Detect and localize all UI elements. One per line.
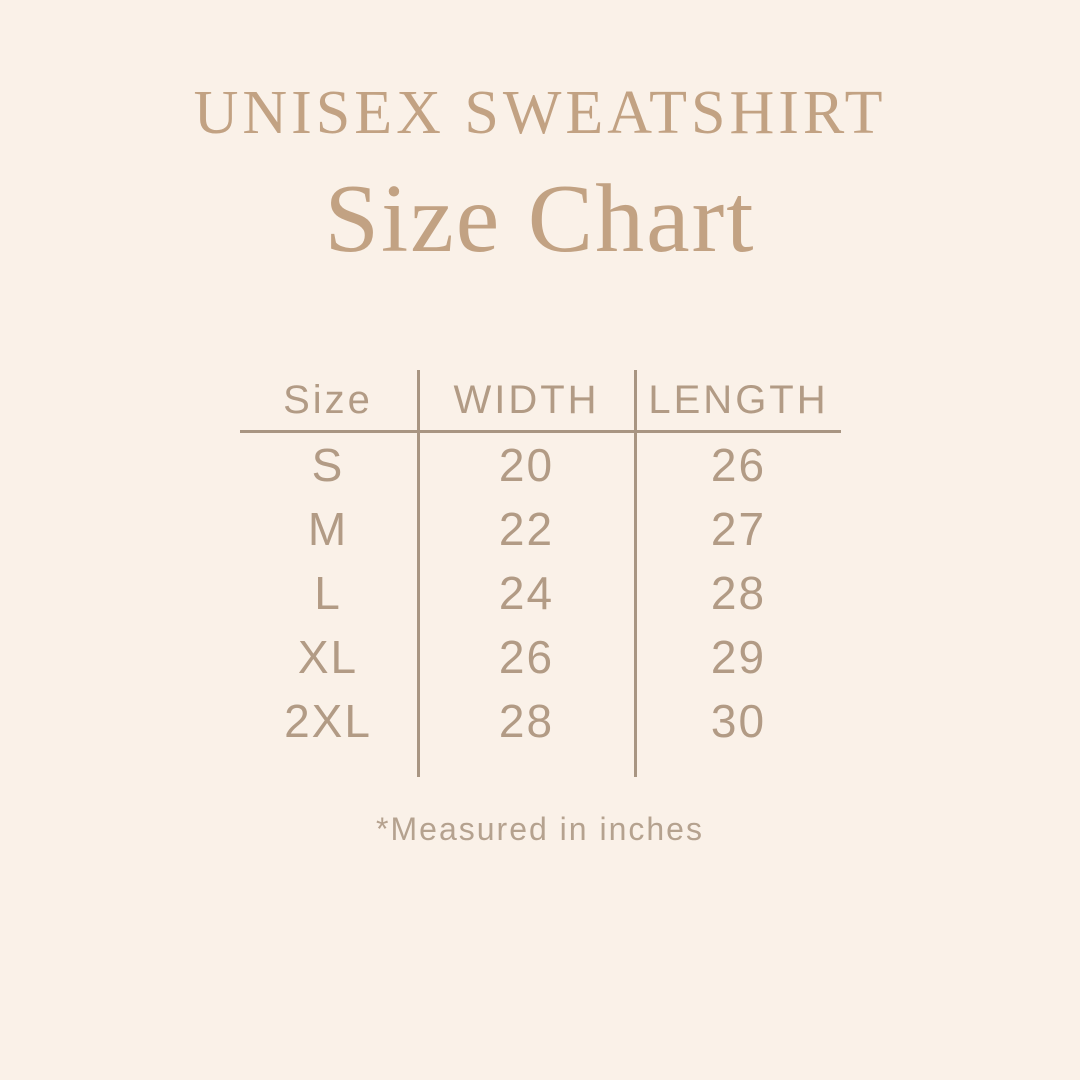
- size-table: Size WIDTH LENGTH S 20 26 M 22 27 L 24 2…: [239, 370, 841, 777]
- page-subtitle: Size Chart: [324, 165, 756, 273]
- page-title: UNISEX SWEATSHIRT: [193, 79, 887, 147]
- table-row-xl-length: 29: [710, 631, 767, 683]
- table-row-2xl-width: 28: [420, 689, 637, 753]
- table-row-m-width: 22: [420, 497, 637, 561]
- table-row-xl-size: XL: [240, 625, 420, 689]
- column-header-width: WIDTH: [419, 370, 637, 433]
- table-rule-extension-right: [637, 753, 841, 777]
- column-header-length: LENGTH: [636, 370, 841, 433]
- table-rule-extension-left: [240, 753, 420, 777]
- table-row-2xl-size: 2XL: [240, 689, 420, 753]
- footnote: *Measured in inches: [376, 811, 704, 847]
- table-row-l-width: 24: [420, 561, 637, 625]
- table-row-xl-width: 26: [420, 625, 637, 689]
- table-row-s-length: 26: [710, 439, 767, 491]
- table-row-2xl-length: 30: [710, 695, 767, 747]
- table-row-l-length: 28: [710, 567, 767, 619]
- table-rule-extension-middle: [420, 753, 637, 777]
- table-row-l-size: L: [240, 561, 420, 625]
- table-row-s-width: 20: [420, 433, 637, 497]
- table-row-m-length: 27: [710, 503, 767, 555]
- table-row-s-size: S: [240, 433, 420, 497]
- table-row-m-size: M: [240, 497, 420, 561]
- column-header-size: Size: [239, 370, 420, 433]
